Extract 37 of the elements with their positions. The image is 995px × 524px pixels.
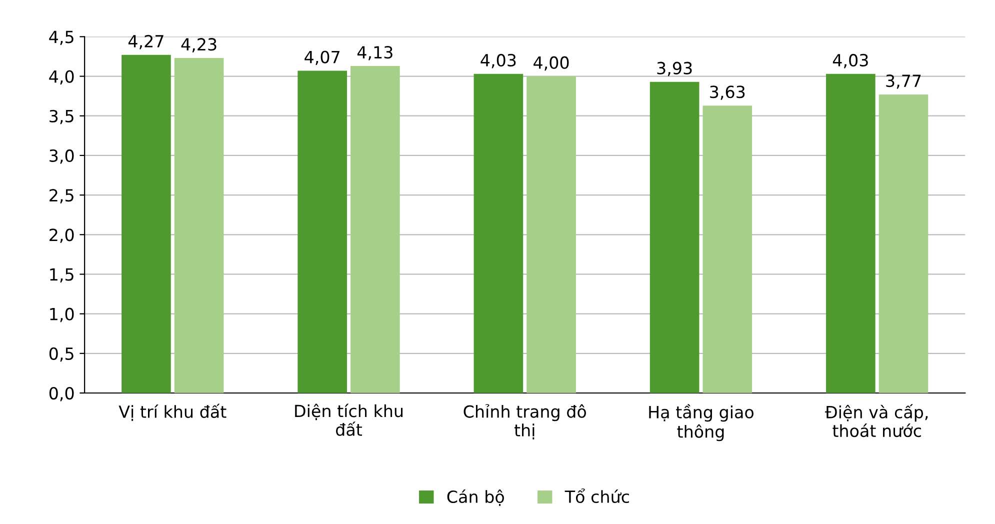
y-tick-label: 3,0: [50, 149, 74, 164]
y-tick-label: 1,0: [50, 308, 74, 322]
y-tick-label: 1,5: [50, 268, 74, 282]
y-tick-label: 0,5: [49, 347, 74, 362]
x-tick-label: Vị trí khu đất: [118, 404, 226, 421]
data-label: 4,00: [534, 56, 569, 71]
bar: [526, 76, 576, 393]
x-tick-label: Hạ tầng giao thông: [649, 404, 754, 442]
bar: [702, 106, 752, 393]
bar: [350, 66, 400, 393]
bar: [174, 58, 224, 393]
x-tick-label: Điện và cấp, thoát nước: [825, 404, 928, 438]
data-label: 4,27: [128, 34, 164, 50]
x-tick-label: Chỉnh trang đô thị: [464, 404, 586, 440]
x-tick-label: Diện tích khu đất: [295, 404, 403, 436]
data-label: 3,93: [657, 62, 692, 76]
y-tick-label: 2,0: [50, 228, 74, 243]
legend-label: Cán bộ: [447, 489, 504, 506]
bar: [650, 82, 700, 393]
y-tick-label: 0,0: [49, 386, 74, 402]
data-label: 4,13: [357, 46, 392, 60]
y-tick-label: 4,5: [49, 30, 74, 45]
bar: [878, 94, 928, 393]
data-label: 3,77: [886, 74, 921, 89]
data-label: 4,03: [832, 54, 868, 68]
data-label: 4,07: [304, 50, 340, 66]
data-label: 4,03: [480, 54, 516, 68]
bar: [298, 70, 347, 393]
bar: [474, 74, 524, 393]
bar: [122, 54, 171, 393]
y-tick-label: 3,5: [50, 110, 74, 124]
bar: [826, 74, 876, 393]
y-tick-label: 2,5: [50, 189, 74, 204]
y-tick-label: 4,0: [49, 70, 74, 85]
legend-label: Tổ chức: [564, 488, 629, 504]
data-label: 3,63: [710, 86, 745, 100]
data-label: 4,23: [181, 38, 216, 52]
